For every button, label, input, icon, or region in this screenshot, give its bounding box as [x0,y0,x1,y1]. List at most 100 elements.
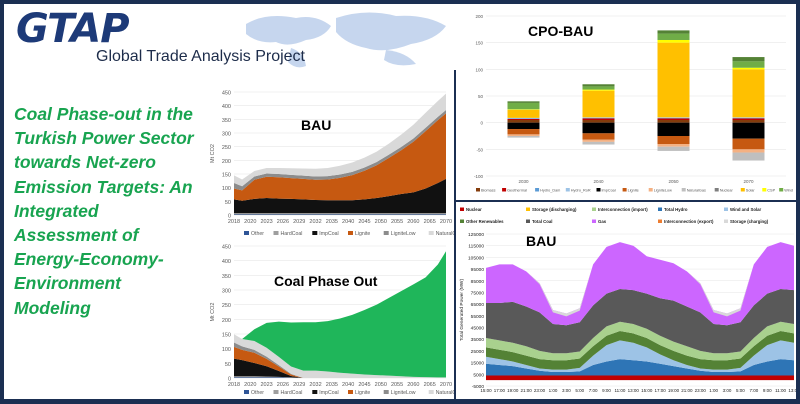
y-tick-label: 150 [475,41,483,46]
x-tick-label: 2070 [440,382,452,388]
gtap-subtitle: Global Trade Analysis Project [96,48,305,65]
y-tick-label: 100 [222,186,231,192]
x-tick-label: 2055 [391,382,403,388]
x-tick-label: 2050 [375,219,387,225]
legend-swatch-geothermal [502,188,507,192]
series-area-impcoal [234,178,446,214]
x-tick-label: 11:00 [614,388,625,393]
x-tick-label: 2055 [391,219,403,225]
y-tick-label: 50 [225,362,231,368]
y-axis-label: Mt CO2 [210,303,216,322]
legend-swatch-lignite [348,390,353,394]
series-area-naturalgas [234,334,446,378]
y-tick-label: 45000 [471,326,485,332]
cpo-bau-chart: -100 -50 0 50 100 150 200 2030 2040 2050 2070 CPO-B… [474,14,800,193]
legend-swatch-interconnection-export [658,219,662,223]
x-tick-label: 13:00 [788,388,796,393]
series-area-nuclear [486,375,794,381]
chart-title: BAU [526,233,556,249]
x-tick-label: 5:00 [736,388,745,393]
x-tick-label: 1:00 [709,388,718,393]
x-tick-label: 2020 [244,382,256,388]
chart-title: CPO-BAU [528,23,593,39]
legend-swatch-interconnection-import [592,207,596,211]
bar-segment-lignitelow [732,149,765,153]
legend-label-other: Other [251,390,264,396]
x-tick-label: 2032 [309,382,321,388]
y-tick-label: 15000 [471,361,485,367]
bar-segment-hydro-dam [582,117,615,119]
x-tick-label: 3:00 [562,388,571,393]
bar-segment-lignitelow [507,134,540,136]
bar-segment-csp [657,40,690,43]
bar-segment-solar [732,69,765,118]
series-area-total-hydro [486,359,794,376]
bar-segment-naturalgas [732,152,765,161]
y-tick-label: -5000 [472,384,485,390]
legend-label-lignitelow: LigniteLow [391,231,416,237]
bar-segment-geothermal [582,118,615,120]
y-tick-label: 5000 [473,372,484,378]
bar-segment-lignite [507,129,540,135]
legend-label-hydro-dam: Hydro_Dam [540,189,560,193]
legend-label-other-renewables: Other Renewables [466,219,504,224]
bar-segment-lignitelow [582,139,615,142]
x-tick-label: 2026 [277,382,289,388]
y-tick-label: 0 [228,377,231,383]
bar-segment-csp [582,89,615,91]
bar-segment-csp [732,67,765,70]
legend-swatch-solar [740,188,745,192]
x-tick-label: 2065 [424,382,436,388]
y-tick-label: 150 [222,173,231,179]
legend-swatch-other-renewables [460,219,464,223]
legend-label-csp: CSP [767,189,775,193]
y-tick-label: -100 [474,174,484,179]
series-area-naturalgas [234,93,446,187]
bar-segment-naturalgas [582,141,615,145]
legend-swatch-total-hydro [658,207,662,211]
x-tick-label: 21:00 [521,388,533,393]
header-banner: GTAP Global Trade Analysis Project [4,4,456,70]
legend-label-other: Other [251,231,264,237]
bar-segment-hydro-ror [582,117,615,118]
y-tick-label: 65000 [471,302,485,308]
legend-swatch-naturalgas [681,188,686,192]
y-tick-label: 350 [222,274,231,280]
y-tick-label: 55000 [471,314,485,320]
y-tick-label: 50 [478,94,484,99]
legend-label-lignite: Lignite [355,390,370,396]
legend-swatch-naturalgas [428,390,434,394]
bau-emissions-chart: 0 50 100 150 200 250 300 350 400 450 2018 2020 2023 2… [210,91,462,238]
y-tick-label: 25000 [471,349,485,355]
legend-label-wind: Wind [784,189,793,193]
bar-segment-biomass [507,120,540,123]
y-tick-label: 250 [222,303,231,309]
x-tick-label: 3:00 [723,388,732,393]
series-area-interconnection-import [486,321,794,361]
bar-segment-solar [657,42,690,118]
legend-swatch-hydro-dam [535,188,540,192]
legend-label-hydro-ror: Hydro_RoR [571,189,591,193]
bar-segment-geothermal [507,118,540,120]
y-tick-label: 85000 [471,279,485,285]
legend-label-impcoal: ImpCoal [319,231,338,237]
x-tick-label: 21:00 [681,388,693,393]
legend-swatch-wind [779,188,784,192]
y-tick-label: 0 [480,121,483,126]
y-tick-label: 50 [225,200,231,206]
legend-label-total-hydro: Total Hydro [664,207,688,212]
legend-label-lignite: Lignite [355,231,370,237]
cpo-emissions-chart: 0 50 100 150 200 250 300 350 400 450 2018 2020 2023 2… [210,245,527,397]
legend-swatch-storage-discharging [526,207,530,211]
legend-swatch-lignitelow [383,231,389,235]
bar-segment-wind [657,33,690,40]
legend-swatch-lignite [348,231,353,235]
y-tick-label: 450 [222,245,231,251]
legend-swatch-hardcoal [273,231,279,235]
y-tick-label: 400 [222,104,231,110]
x-tick-label: 2018 [228,382,240,388]
series-area-hardcoal [234,213,446,215]
x-tick-label: 1:00 [549,388,558,393]
bar-segment-biomass [732,120,765,123]
y-tick-label: 35000 [471,337,485,343]
